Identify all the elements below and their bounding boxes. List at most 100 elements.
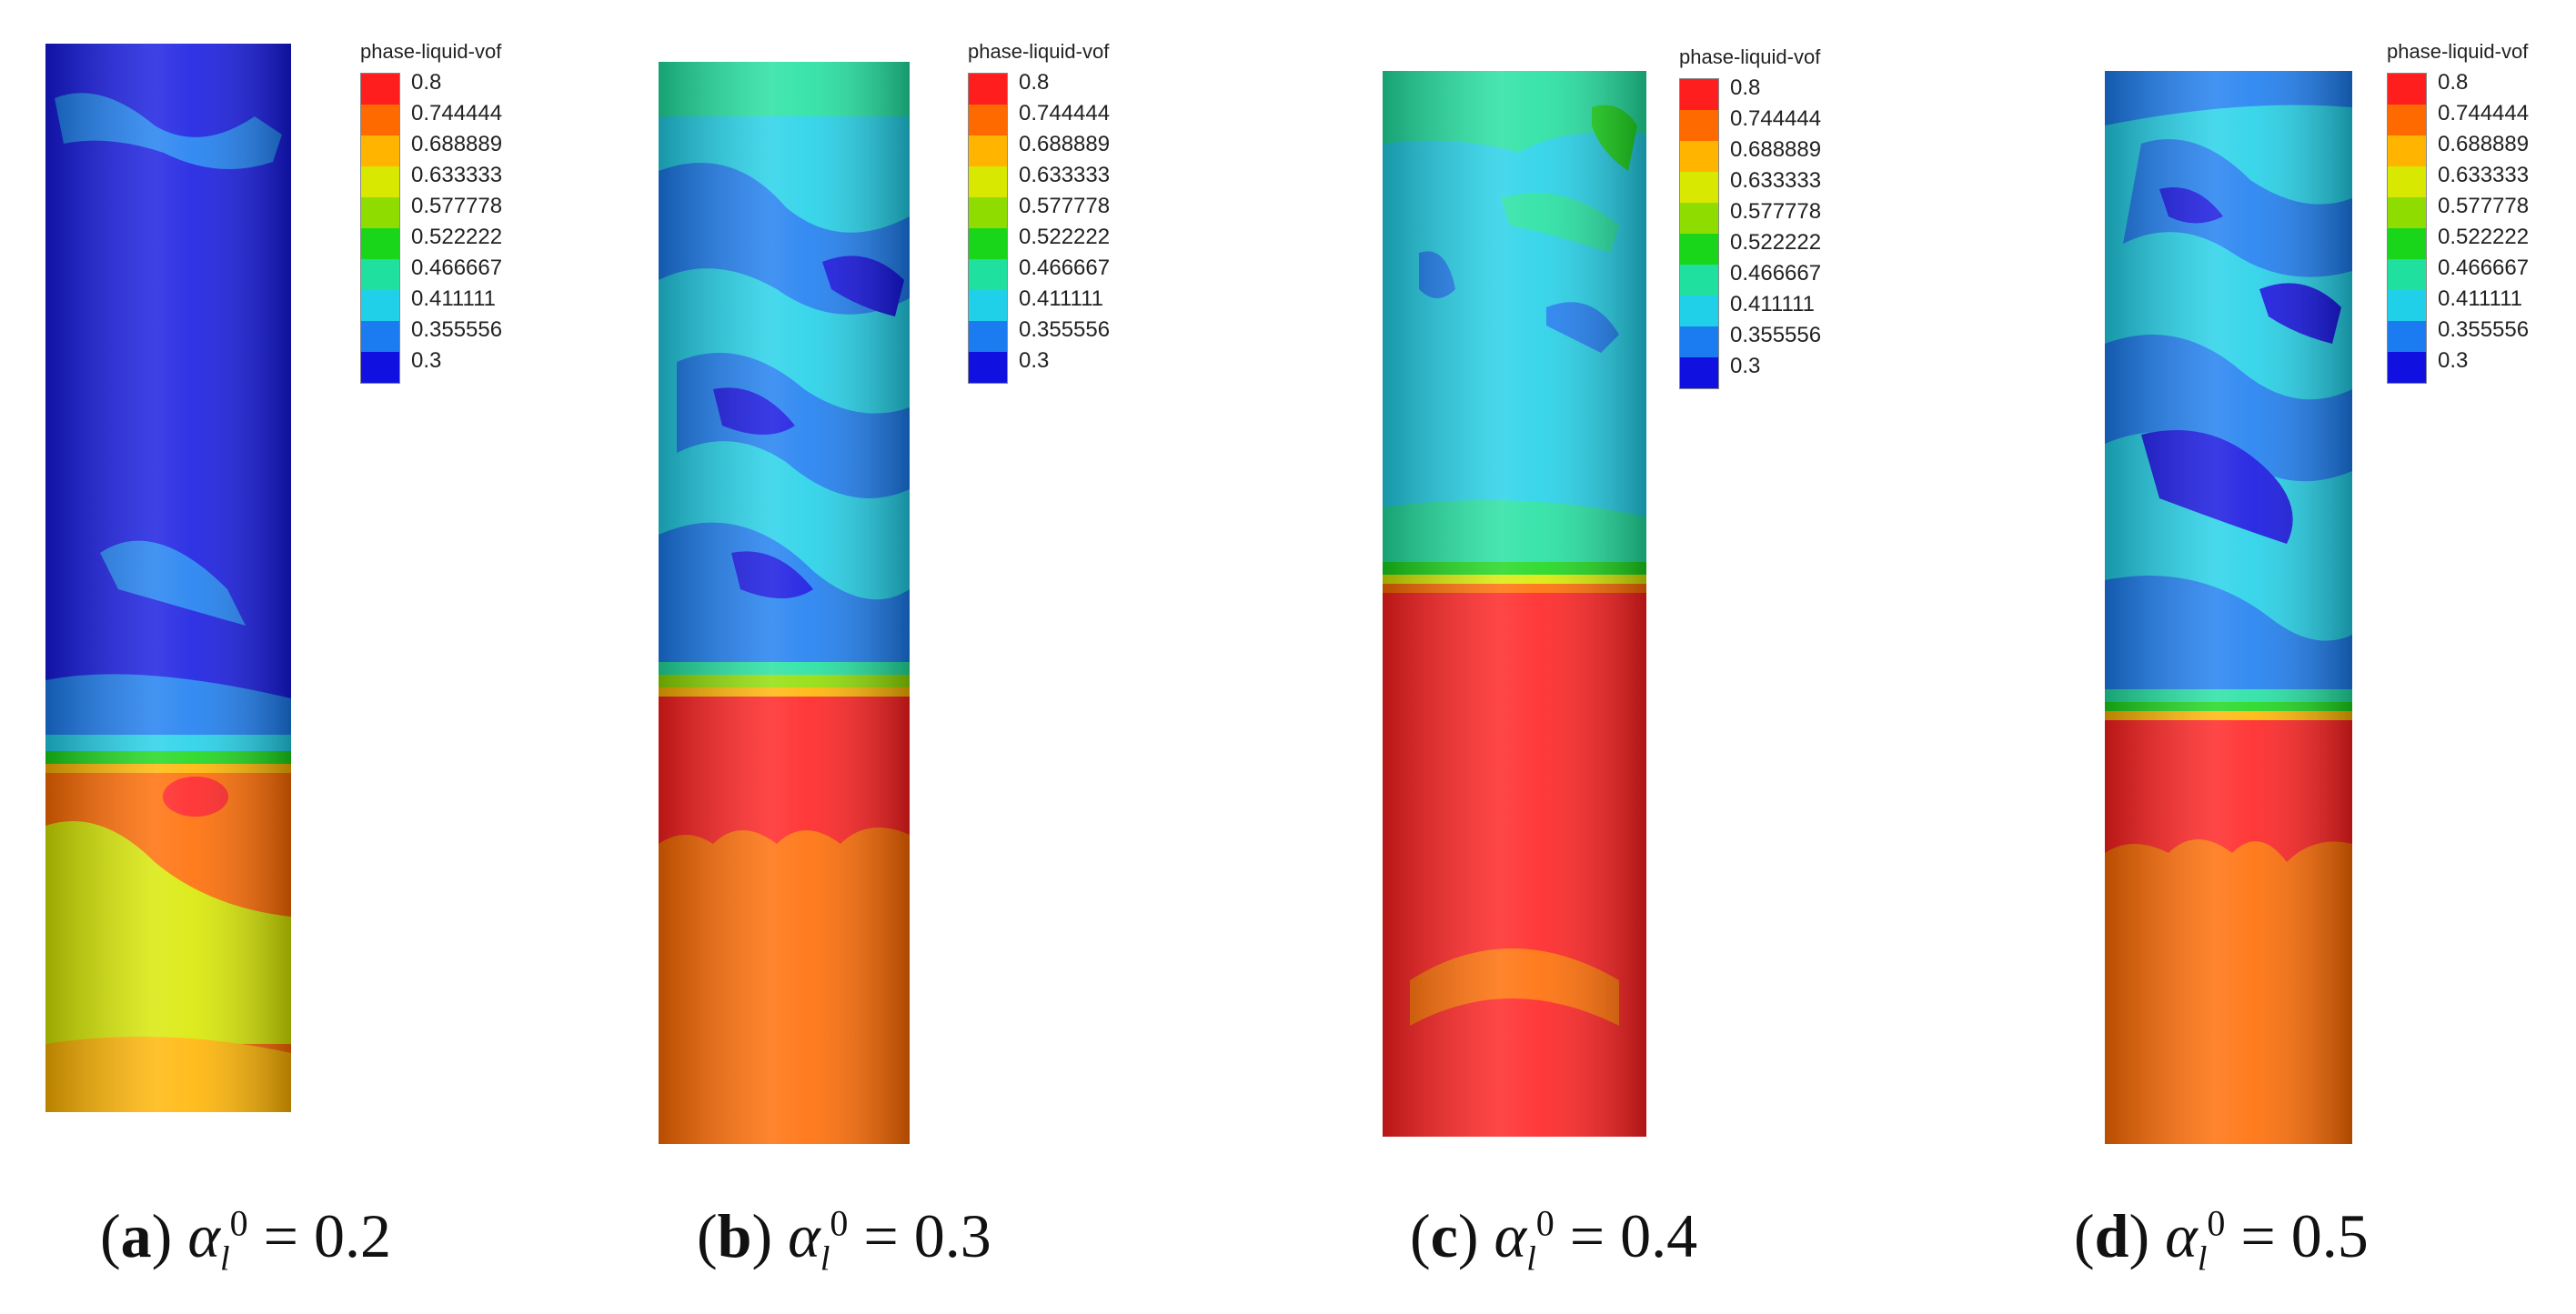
caption-value: 0.5	[2290, 1201, 2369, 1270]
caption-equals: =	[1569, 1201, 1605, 1270]
legend-title: phase-liquid-vof	[1679, 45, 1821, 68]
caption-superscript: 0	[830, 1202, 849, 1244]
legend-swatch	[1680, 357, 1718, 388]
legend-swatch	[361, 228, 399, 259]
legend-swatch	[969, 197, 1007, 228]
legend-swatch	[969, 228, 1007, 259]
column-contour-b	[659, 62, 910, 1144]
legend-swatch	[969, 259, 1007, 290]
legend-label: 0.411111	[411, 286, 496, 311]
legend-label: 0.8	[2438, 70, 2469, 95]
legend-swatch	[1680, 234, 1718, 265]
caption-value: 0.2	[313, 1201, 391, 1270]
caption-value: 0.4	[1620, 1201, 1698, 1270]
legend-swatch	[969, 321, 1007, 352]
legend-label: 0.633333	[1730, 168, 1822, 193]
legend-label: 0.522222	[1730, 230, 1822, 255]
legend-label: 0.744444	[1019, 101, 1111, 125]
legend-title: phase-liquid-vof	[2387, 40, 2529, 63]
legend-swatch	[2388, 352, 2426, 383]
legend-label: 0.466667	[1019, 256, 1111, 280]
legend-label: 0.577778	[411, 194, 503, 218]
legend-label: 0.466667	[411, 256, 503, 280]
legend-label: 0.633333	[1019, 163, 1111, 187]
legend-colorbar	[1679, 78, 1719, 389]
legend-label: 0.411111	[1019, 286, 1103, 311]
legend-label: 0.3	[1730, 354, 1761, 378]
legend-label: 0.744444	[1730, 106, 1822, 131]
caption-d: (d) αl0 = 0.5	[2074, 1201, 2369, 1279]
legend-swatch	[361, 290, 399, 321]
caption-subscript: l	[220, 1239, 230, 1279]
caption-subscript: l	[2197, 1239, 2208, 1279]
legend-label: 0.355556	[1730, 323, 1822, 347]
legend-colorbar	[360, 73, 400, 384]
legend-label: 0.633333	[2438, 163, 2530, 187]
legend-swatch	[2388, 228, 2426, 259]
legend-label: 0.466667	[2438, 256, 2530, 280]
caption-equals: =	[863, 1201, 899, 1270]
caption-b: (b) αl0 = 0.3	[697, 1201, 991, 1279]
legend-swatch	[969, 166, 1007, 197]
legend-swatch	[969, 290, 1007, 321]
legend-swatch	[2388, 259, 2426, 290]
legend-swatch	[969, 74, 1007, 105]
legend-labels: 0.8 0.744444 0.688889 0.633333 0.577778 …	[1730, 73, 1821, 382]
legend-swatch	[969, 105, 1007, 135]
legend-swatch	[361, 321, 399, 352]
legend-swatch	[2388, 166, 2426, 197]
legend-swatch	[2388, 135, 2426, 166]
legend-swatch	[361, 352, 399, 383]
legend-labels: 0.8 0.744444 0.688889 0.633333 0.577778 …	[2438, 67, 2529, 376]
legend-swatch	[1680, 110, 1718, 141]
legend-label: 0.577778	[1019, 194, 1111, 218]
legend-label: 0.522222	[2438, 225, 2530, 249]
legend-swatch	[361, 135, 399, 166]
legend-label: 0.8	[411, 70, 442, 95]
legend-swatch	[361, 105, 399, 135]
caption-subscript: l	[820, 1239, 830, 1279]
legend-swatch	[1680, 296, 1718, 326]
legend-label: 0.3	[411, 348, 442, 373]
legend-label: 0.355556	[2438, 317, 2530, 342]
legend-swatch	[1680, 326, 1718, 357]
legend-swatch	[361, 74, 399, 105]
legend-label: 0.688889	[2438, 132, 2530, 156]
caption-equals: =	[2240, 1201, 2276, 1270]
legend-label: 0.8	[1730, 75, 1761, 100]
legend-swatch	[2388, 105, 2426, 135]
legend-swatch	[1680, 265, 1718, 296]
legend-swatch	[1680, 172, 1718, 203]
caption-c: (c) αl0 = 0.4	[1410, 1201, 1698, 1279]
caption-letter: c	[1430, 1201, 1458, 1270]
legend-swatch	[1680, 203, 1718, 234]
legend-swatch	[969, 352, 1007, 383]
legend-swatch	[1680, 141, 1718, 172]
caption-symbol: α	[187, 1201, 221, 1270]
caption-value: 0.3	[913, 1201, 991, 1270]
caption-equals: =	[263, 1201, 298, 1270]
legend-swatch	[2388, 197, 2426, 228]
panel-b: phase-liquid-vof 0.8 0.744444 0.688889 0…	[637, 0, 1319, 1314]
legend-label: 0.8	[1019, 70, 1050, 95]
legend-swatch	[2388, 74, 2426, 105]
caption-a: (a) αl0 = 0.2	[100, 1201, 391, 1279]
legend-label: 0.688889	[411, 132, 503, 156]
legend-label: 0.3	[2438, 348, 2469, 373]
panel-c: phase-liquid-vof 0.8 0.744444 0.688889 0…	[1319, 0, 1956, 1314]
caption-superscript: 0	[1535, 1202, 1555, 1244]
caption-subscript: l	[1526, 1239, 1536, 1279]
legend-colorbar	[2387, 73, 2427, 384]
legend-label: 0.522222	[411, 225, 503, 249]
legend-swatch	[361, 166, 399, 197]
legend-label: 0.577778	[1730, 199, 1822, 224]
legend-label: 0.688889	[1019, 132, 1111, 156]
caption-letter: b	[717, 1201, 752, 1270]
legend-swatch	[2388, 290, 2426, 321]
column-contour-c	[1383, 71, 1646, 1137]
legend-labels: 0.8 0.744444 0.688889 0.633333 0.577778 …	[411, 67, 502, 376]
panel-d: phase-liquid-vof 0.8 0.744444 0.688889 0…	[1956, 0, 2576, 1314]
legend-swatch	[2388, 321, 2426, 352]
legend-labels: 0.8 0.744444 0.688889 0.633333 0.577778 …	[1019, 67, 1110, 376]
legend-swatch	[1680, 79, 1718, 110]
